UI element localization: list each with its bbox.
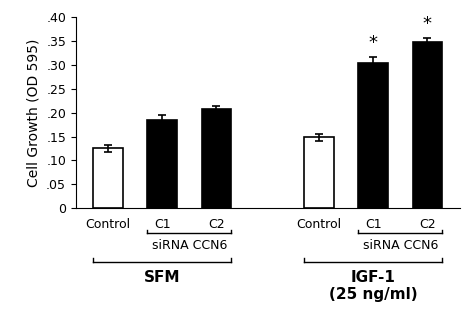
Bar: [201, 109, 231, 208]
Text: C2: C2: [208, 218, 225, 231]
Bar: [147, 120, 177, 208]
Text: Control: Control: [86, 218, 131, 231]
Text: C1: C1: [154, 218, 171, 231]
Text: *: *: [423, 14, 432, 33]
Bar: [93, 149, 123, 208]
Text: Control: Control: [297, 218, 342, 231]
Bar: [304, 137, 334, 208]
Y-axis label: Cell Growth (OD 595): Cell Growth (OD 595): [27, 38, 41, 187]
Text: siRNA CCN6: siRNA CCN6: [152, 239, 227, 252]
Bar: [358, 63, 388, 208]
Text: *: *: [369, 34, 378, 52]
Text: C2: C2: [419, 218, 436, 231]
Text: IGF-1
(25 ng/ml): IGF-1 (25 ng/ml): [329, 269, 418, 302]
Bar: [412, 42, 442, 208]
Text: siRNA CCN6: siRNA CCN6: [363, 239, 438, 252]
Text: SFM: SFM: [144, 269, 181, 285]
Text: C1: C1: [365, 218, 382, 231]
